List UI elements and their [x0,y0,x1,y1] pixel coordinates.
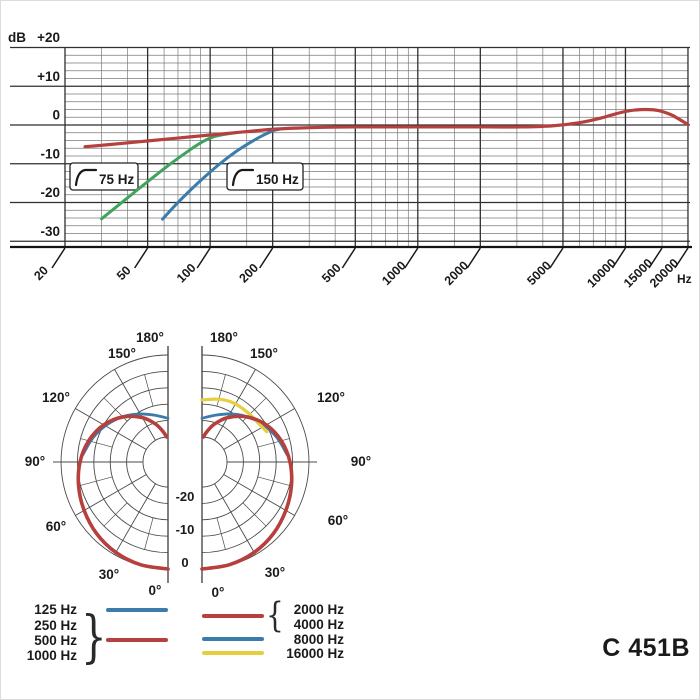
x-tick-mark [648,247,663,269]
polar-ring-left [142,436,169,488]
polar-minor-spoke [257,476,290,486]
polar-angle-label-right: 0° [212,585,225,600]
y-tick-label: +20 [37,30,60,45]
polar-angle-label-right: 150° [250,346,278,361]
polar-angle-label-right: 90° [351,454,371,469]
polar-angle-label-right: 120° [317,390,345,405]
polar-curve-16000-hz [200,397,269,434]
legend-swatch-2000-4000hz [202,614,264,618]
polar-angle-label-right: 30° [265,565,285,580]
polar-minor-spoke [216,374,226,407]
legend-label-500hz: 500 Hz [34,633,77,648]
filter-label-text: 150 Hz [256,172,299,187]
legend-group-brace-right: { [266,596,284,636]
polar-spoke [223,474,295,516]
polar-spoke [214,483,256,555]
highpass-filter-icon [74,168,98,187]
polar-ring-right [201,436,228,488]
x-tick-mark [674,247,689,269]
polar-angle-labels: 180° 180°150° 150°120° 120°90° 90°60° 60°30° 3… [25,330,371,600]
x-tick-mark [466,247,481,269]
polar-curve-250-1000-hz [76,414,170,571]
polar-minor-spoke [103,502,128,527]
y-tick-label: 0 [52,108,60,123]
x-tick-mark [404,247,419,269]
y-tick-label: -30 [40,224,60,239]
x-tick-mark [134,247,149,269]
y-tick-label: +10 [37,69,60,84]
legend-swatch-16000hz [202,651,264,655]
legend-label-16000hz: 16000 Hz [286,646,344,661]
legend-label-250hz: 250 Hz [34,618,77,633]
y-tick-label: -20 [40,185,60,200]
polar-db-labels: -20 -10 0 [176,489,195,570]
polar-minor-spoke [144,374,154,407]
x-tick-mark [341,247,356,269]
polar-minor-spoke [144,517,154,550]
polar-db-label: 0 [181,555,188,570]
model-name: C 451B [602,634,690,662]
minor-grid [65,47,688,247]
x-tick-mark [611,247,627,269]
polar-angle-label-left: 90° [25,454,45,469]
polar-spoke [223,408,295,450]
polar-spoke [114,369,156,441]
bass-cut-filter-label: 150 Hz [226,162,304,191]
curve-bass-cut-150hz [161,127,281,221]
polar-grid [53,346,317,583]
legend-label-1000hz: 1000 Hz [26,648,77,663]
x-tick-mark [549,247,564,269]
polar-angle-label-left: 150° [108,346,136,361]
polar-minor-spoke [80,438,113,448]
polar-minor-spoke [257,438,290,448]
polar-curve-2000-4000-hz [200,414,294,571]
curve-frequency-response [83,107,690,149]
polar-angle-label-left: 30° [99,567,119,582]
legend-label-125hz: 125 Hz [34,602,77,617]
polar-minor-spoke [216,517,226,550]
legend-swatch-250-1000hz [106,638,168,642]
y-axis-unit-label: dB [8,30,26,45]
x-axis-unit-label: Hz [677,272,692,286]
polar-db-label: -20 [176,489,195,504]
x-tick-mark [196,247,211,269]
legend-label-4000hz: 4000 Hz [293,617,344,632]
polar-spoke [75,408,147,450]
y-axis-labels: dB +20 +10 0 -10 -20 -30 [8,30,60,239]
filter-label-text: 75 Hz [99,172,135,187]
highpass-filter-icon [231,168,255,187]
polar-minor-spoke [242,502,267,527]
x-tick-mark [259,247,274,269]
polar-spoke [114,483,156,555]
legend-swatch-125hz [106,608,168,612]
legend-label-2000hz: 2000 Hz [293,602,344,617]
polar-angle-label-left: 60° [46,519,66,534]
legend-swatch-8000hz [202,637,264,641]
legend-group-brace-left: } [81,605,107,670]
polar-angle-label-right: 60° [328,513,348,528]
polar-spoke [75,474,147,516]
polar-minor-spoke [80,476,113,486]
polar-angle-label-left: 120° [42,390,70,405]
bass-cut-filter-label: 75 Hz [69,162,139,191]
polar-angle-label-left: 0° [149,583,162,598]
legend-label-8000hz: 8000 Hz [293,632,344,647]
polar-db-label: -10 [176,522,195,537]
x-tick-mark [51,247,66,269]
y-tick-label: -10 [40,146,60,161]
polar-angle-label-left: 180° [136,330,164,345]
polar-angle-label-right: 180° [210,330,238,345]
